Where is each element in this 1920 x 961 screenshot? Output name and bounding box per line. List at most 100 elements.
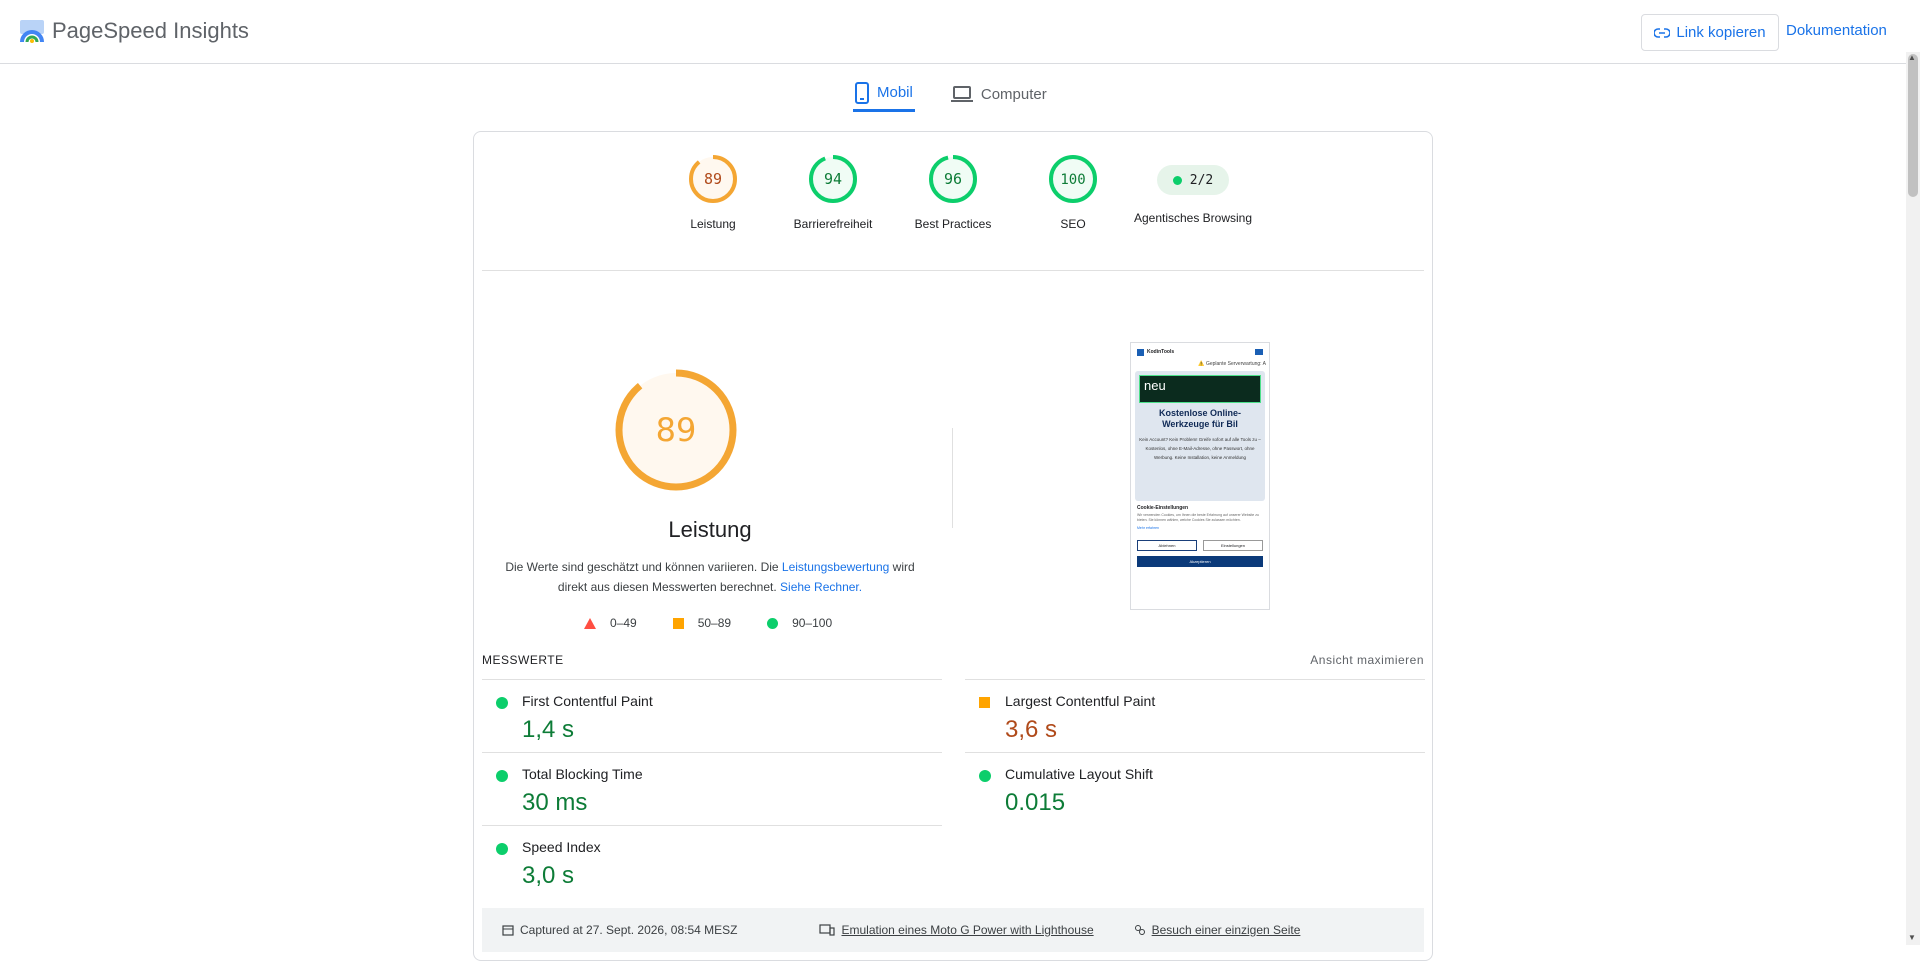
tab-desktop[interactable]: Computer [949, 76, 1049, 112]
tab-mobile[interactable]: Mobil [853, 76, 915, 112]
emulation-text: Emulation eines Moto G Power with Lighth… [841, 923, 1094, 937]
metric-value: 3,6 s [1005, 716, 1058, 743]
gauge-label: Best Practices [914, 217, 992, 231]
thumb-hero-title: Kostenlose Online-Werkzeuge für Bil [1158, 408, 1241, 429]
app-title: PageSpeed Insights [52, 18, 249, 43]
metric-speed-index: Speed Index 3,0 s [482, 825, 942, 898]
page-screenshot[interactable]: KodinTools ⚠️ Geplante Serverwartung: A … [1130, 342, 1270, 610]
pass-circle-icon [496, 843, 508, 855]
calculator-link[interactable]: Siehe Rechner. [780, 580, 863, 594]
metric-cls: Cumulative Layout Shift 0.015 [965, 752, 1425, 825]
circle-icon [767, 617, 779, 629]
legend-pass: 90–100 [767, 616, 832, 630]
gauge-ring: 96 [929, 155, 977, 203]
performance-score: 89 [656, 411, 697, 449]
metric-value: 30 ms [522, 789, 588, 816]
copy-link-button[interactable]: Link kopieren [1641, 14, 1779, 51]
metric-name: Total Blocking Time [522, 766, 643, 782]
scrollbar[interactable] [1906, 52, 1920, 945]
smartphone-icon [855, 81, 869, 104]
gauge-label: Agentisches Browsing [1133, 211, 1253, 225]
calendar-icon [502, 925, 514, 936]
metric-name: Speed Index [522, 839, 601, 855]
metrics-title: MESSWERTE [482, 653, 564, 667]
thumb-header: KodinTools [1131, 343, 1269, 361]
gauge-label: SEO [1060, 217, 1086, 231]
square-icon [672, 617, 684, 629]
pass-dot-icon [1172, 175, 1182, 185]
gauge-score: 2/2 [1189, 172, 1214, 188]
gauge-ring: 100 [1049, 155, 1097, 203]
gauge-label: Barrierefreiheit [793, 217, 873, 231]
copy-link-label: Link kopieren [1676, 24, 1766, 41]
average-square-icon [979, 697, 990, 708]
metric-value: 1,4 s [522, 716, 575, 743]
link-icon [1654, 27, 1671, 38]
divider [482, 270, 1424, 271]
thumb-logo-icon [1137, 348, 1144, 356]
category-gauges: 89 Leistung 94 Barrierefreiheit 96 Best … [474, 132, 1432, 272]
report-card: 89 Leistung 94 Barrierefreiheit 96 Best … [473, 131, 1433, 961]
pagespeed-logo-icon [20, 20, 44, 43]
scrollbar-thumb[interactable] [1908, 54, 1918, 197]
scroll-down-arrow-icon[interactable]: ▼ [1908, 933, 1916, 942]
thumb-reject-button: Ablehnen [1137, 540, 1197, 551]
thumb-cookie-link: Mehr erfahren [1137, 526, 1159, 530]
thumb-hero: neu Kostenlose Online-Werkzeuge für Bil … [1135, 371, 1265, 501]
tab-mobile-label: Mobil [877, 84, 913, 101]
gauge-score: 100 [1060, 172, 1085, 188]
thumb-accept-button: Akzeptieren [1137, 556, 1263, 567]
legend-label: 50–89 [697, 616, 732, 630]
pass-circle-icon [496, 697, 508, 709]
pass-circle-icon [979, 770, 991, 782]
visit-text: Besuch einer einzigen Seite [1151, 923, 1301, 937]
thumb-cookie-banner: Cookie-Einstellungen Wir verwenden Cooki… [1131, 501, 1269, 571]
top-bar: PageSpeed Insights Link kopieren Dokumen… [0, 0, 1920, 64]
documentation-link[interactable]: Dokumentation [1786, 22, 1887, 39]
metric-tbt: Total Blocking Time 30 ms [482, 752, 942, 825]
laptop-icon [950, 86, 973, 102]
performance-gauge-large: 89 [604, 368, 748, 492]
pass-circle-icon [496, 770, 508, 782]
legend-label: 0–49 [610, 616, 637, 630]
desc-text: Die Werte sind geschätzt und können vari… [505, 560, 782, 574]
gauge-label: Leistung [690, 217, 736, 231]
thumb-cookie-buttons: Ablehnen Einstellungen [1137, 540, 1263, 551]
emulation-info[interactable]: Emulation eines Moto G Power with Lighth… [819, 923, 1094, 937]
scroll-up-arrow-icon[interactable]: ▲ [1908, 53, 1916, 62]
gauge-performance[interactable]: 89 Leistung [653, 154, 773, 234]
gauge-accessibility[interactable]: 94 Barrierefreiheit [773, 154, 893, 234]
gauge-ring: 94 [809, 155, 857, 203]
thumb-lang-icon [1255, 349, 1263, 355]
single-visit-info[interactable]: Besuch einer einzigen Seite [1134, 923, 1301, 937]
thumb-notice: ⚠️ Geplante Serverwartung: A [1198, 361, 1266, 367]
metric-value: 0.015 [1005, 789, 1066, 816]
gauge-score: 89 [704, 170, 722, 188]
gauge-score: 94 [824, 170, 842, 188]
desc-text: wird direkt aus diesen Messwerten berech… [557, 560, 915, 594]
triangle-icon [584, 617, 596, 629]
scoring-link[interactable]: Leistungsbewertung [781, 560, 890, 574]
gauge-ring: 89 [615, 369, 737, 491]
expand-view-toggle[interactable]: Ansicht maximieren [1310, 653, 1424, 667]
gauge-agentic-browsing[interactable]: 2/2 Agentisches Browsing [1133, 154, 1253, 228]
captured-text: Captured at 27. Sept. 2026, 08:54 MESZ [520, 923, 738, 937]
metric-name: First Contentful Paint [522, 693, 653, 709]
metric-value: 3,0 s [522, 862, 575, 889]
devices-icon [819, 924, 836, 936]
performance-description: Die Werte sind geschätzt und können vari… [498, 557, 922, 597]
metric-name: Cumulative Layout Shift [1005, 766, 1153, 782]
thumb-cookie-text: Wir verwenden Cookies, um Ihnen die best… [1137, 513, 1259, 522]
agentic-pill: 2/2 [1157, 165, 1229, 195]
captured-at: Captured at 27. Sept. 2026, 08:54 MESZ [502, 923, 737, 937]
legend-fail: 0–49 [584, 616, 637, 630]
legend-label: 90–100 [792, 616, 833, 630]
tab-desktop-label: Computer [980, 85, 1047, 103]
gauge-best-practices[interactable]: 96 Best Practices [893, 154, 1013, 234]
thumb-hero-badge: neu [1139, 375, 1261, 403]
runtime-info: Captured at 27. Sept. 2026, 08:54 MESZ E… [482, 908, 1424, 952]
thumb-site-name: KodinTools [1147, 349, 1175, 355]
gauge-seo[interactable]: 100 SEO [1013, 154, 1133, 234]
thumb-cookie-title: Cookie-Einstellungen [1137, 505, 1189, 511]
thumb-settings-button: Einstellungen [1203, 540, 1263, 551]
